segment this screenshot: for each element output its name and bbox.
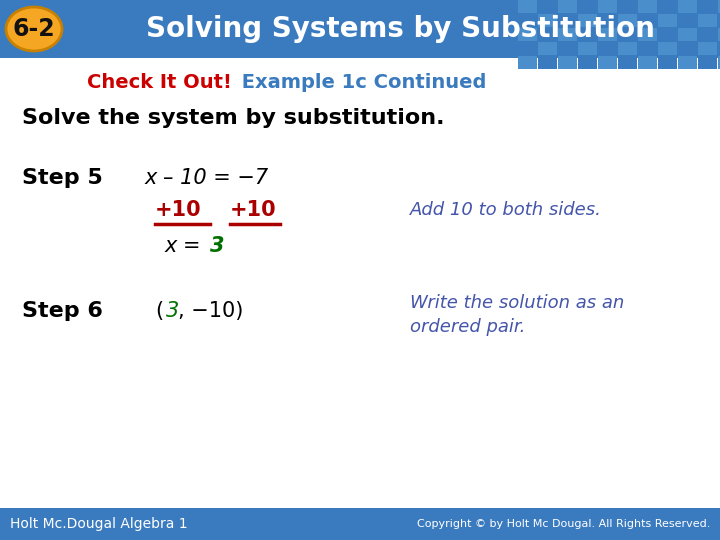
Text: x =: x = bbox=[165, 236, 208, 256]
Text: Step 5: Step 5 bbox=[22, 168, 103, 188]
Bar bbox=[698, 42, 717, 55]
Text: ordered pair.: ordered pair. bbox=[410, 318, 526, 336]
Bar bbox=[538, 56, 557, 69]
Bar bbox=[658, 28, 677, 41]
Bar bbox=[0, 508, 720, 540]
Bar bbox=[598, 42, 617, 55]
Bar bbox=[678, 42, 697, 55]
Bar bbox=[538, 42, 557, 55]
Bar bbox=[518, 56, 537, 69]
Bar bbox=[518, 0, 537, 13]
Bar bbox=[678, 56, 697, 69]
Bar bbox=[538, 14, 557, 27]
Bar bbox=[598, 56, 617, 69]
Bar bbox=[578, 28, 597, 41]
Bar bbox=[0, 0, 720, 58]
Text: Solve the system by substitution.: Solve the system by substitution. bbox=[22, 108, 444, 128]
Bar bbox=[698, 14, 717, 27]
Bar bbox=[518, 14, 537, 27]
Bar bbox=[618, 42, 637, 55]
Text: Step 6: Step 6 bbox=[22, 301, 103, 321]
Bar bbox=[618, 28, 637, 41]
Bar bbox=[538, 28, 557, 41]
Bar bbox=[578, 0, 597, 13]
Bar bbox=[658, 56, 677, 69]
Text: Holt Mc.Dougal Algebra 1: Holt Mc.Dougal Algebra 1 bbox=[10, 517, 188, 531]
Bar bbox=[598, 0, 617, 13]
Bar bbox=[678, 28, 697, 41]
Bar bbox=[638, 14, 657, 27]
Text: Add 10 to both sides.: Add 10 to both sides. bbox=[410, 201, 602, 219]
Bar bbox=[698, 0, 717, 13]
Text: Check It Out!: Check It Out! bbox=[87, 72, 232, 91]
Bar bbox=[698, 28, 717, 41]
Bar bbox=[638, 28, 657, 41]
Bar bbox=[658, 14, 677, 27]
Bar bbox=[598, 28, 617, 41]
Text: +10: +10 bbox=[155, 200, 202, 220]
Bar bbox=[678, 0, 697, 13]
Bar bbox=[658, 0, 677, 13]
Bar bbox=[518, 28, 537, 41]
Bar bbox=[718, 0, 720, 13]
Bar bbox=[718, 56, 720, 69]
Bar bbox=[638, 42, 657, 55]
Bar bbox=[718, 14, 720, 27]
Bar bbox=[598, 14, 617, 27]
Text: 6-2: 6-2 bbox=[13, 17, 55, 41]
Bar bbox=[558, 28, 577, 41]
Bar bbox=[658, 42, 677, 55]
Text: (: ( bbox=[155, 301, 163, 321]
Text: 3: 3 bbox=[210, 236, 225, 256]
Bar bbox=[558, 42, 577, 55]
Bar bbox=[518, 42, 537, 55]
Bar bbox=[698, 56, 717, 69]
Bar bbox=[558, 14, 577, 27]
Bar bbox=[578, 14, 597, 27]
Bar bbox=[718, 28, 720, 41]
Text: 3: 3 bbox=[166, 301, 179, 321]
Text: , −10): , −10) bbox=[178, 301, 243, 321]
Bar bbox=[538, 0, 557, 13]
Bar bbox=[618, 56, 637, 69]
Bar bbox=[618, 14, 637, 27]
Bar bbox=[718, 42, 720, 55]
Ellipse shape bbox=[6, 7, 62, 51]
Bar bbox=[578, 56, 597, 69]
Bar bbox=[558, 0, 577, 13]
Text: Copyright © by Holt Mc Dougal. All Rights Reserved.: Copyright © by Holt Mc Dougal. All Right… bbox=[417, 519, 710, 529]
Bar bbox=[638, 56, 657, 69]
Bar bbox=[558, 56, 577, 69]
Bar bbox=[618, 0, 637, 13]
Text: Example 1c Continued: Example 1c Continued bbox=[235, 72, 487, 91]
Text: x – 10 = −7: x – 10 = −7 bbox=[145, 168, 269, 188]
Text: Solving Systems by Substitution: Solving Systems by Substitution bbox=[145, 15, 654, 43]
Bar bbox=[578, 42, 597, 55]
Text: Write the solution as an: Write the solution as an bbox=[410, 294, 624, 312]
Bar bbox=[638, 0, 657, 13]
Bar bbox=[678, 14, 697, 27]
Text: +10: +10 bbox=[230, 200, 276, 220]
